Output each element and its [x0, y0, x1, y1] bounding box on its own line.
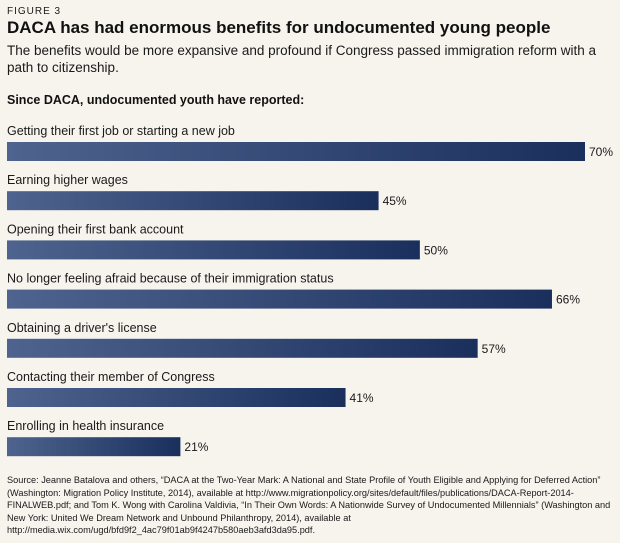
bar	[7, 338, 478, 358]
value-label: 45%	[383, 194, 407, 208]
bar	[7, 240, 420, 260]
bar	[7, 289, 552, 309]
value-label: 57%	[482, 342, 506, 356]
bar	[7, 191, 379, 211]
bar	[7, 388, 346, 407]
bar	[7, 437, 181, 457]
value-label: 70%	[589, 145, 613, 159]
category-label: Contacting their member of Congress	[7, 370, 215, 384]
category-label: Earning higher wages	[7, 173, 128, 187]
value-label: 41%	[350, 391, 374, 405]
bar-chart: Getting their first job or starting a ne…	[7, 124, 613, 457]
value-label: 50%	[424, 243, 448, 257]
figure-label: FIGURE 3	[7, 6, 62, 17]
category-label: Opening their first bank account	[7, 222, 184, 236]
category-label: Obtaining a driver's license	[7, 321, 157, 335]
bar	[7, 142, 585, 161]
value-label: 21%	[184, 440, 208, 454]
source-note: Source: Jeanne Batalova and others, “DAC…	[7, 475, 611, 536]
category-label: Getting their first job or starting a ne…	[7, 124, 235, 138]
chart-title: DACA has had enormous benefits for undoc…	[7, 18, 551, 37]
category-label: No longer feeling afraid because of thei…	[7, 272, 334, 286]
value-label: 66%	[556, 293, 580, 307]
category-label: Enrolling in health insurance	[7, 419, 164, 433]
section-title: Since DACA, undocumented youth have repo…	[7, 93, 305, 107]
chart-subtitle: The benefits would be more expansive and…	[7, 43, 597, 75]
